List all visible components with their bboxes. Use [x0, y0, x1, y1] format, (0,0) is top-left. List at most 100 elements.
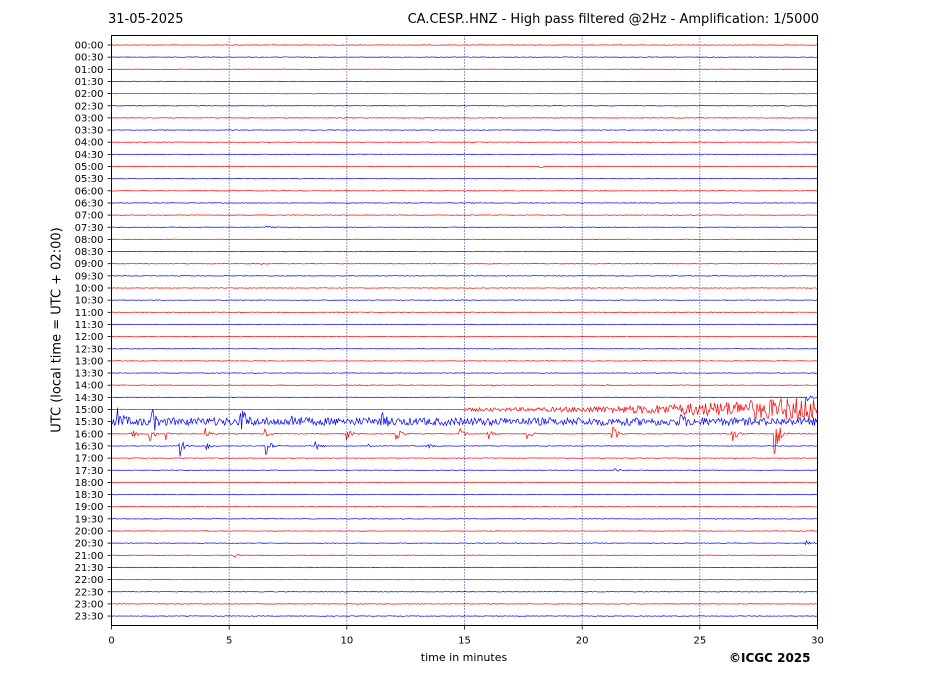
y-tick-label: 11:00	[75, 308, 104, 319]
trace-1500	[111, 397, 818, 421]
trace-1600	[111, 426, 818, 455]
trace-0030	[111, 56, 818, 58]
date-label: 31-05-2025	[108, 12, 184, 27]
trace-0630	[111, 202, 818, 204]
y-tick-label: 18:30	[75, 490, 104, 501]
y-axis-title: UTC (local time = UTC + 02:00)	[49, 227, 65, 433]
trace-0600	[111, 190, 818, 192]
y-tick-label: 04:30	[75, 150, 104, 161]
trace-1230	[111, 348, 818, 350]
y-tick-label: 13:30	[75, 369, 104, 380]
trace-1430	[111, 395, 818, 402]
trace-1300	[111, 360, 818, 362]
y-tick-label: 10:00	[75, 284, 104, 295]
trace-1630	[111, 440, 818, 457]
y-tick-label: 23:00	[75, 599, 104, 610]
y-tick-label: 06:00	[75, 186, 104, 197]
y-tick-label: 06:30	[75, 198, 104, 209]
y-tick-label: 13:00	[75, 356, 104, 367]
trace-1400	[111, 384, 818, 387]
trace-1030	[111, 299, 818, 301]
y-tick-label: 19:00	[75, 502, 104, 513]
y-tick-label: 19:30	[75, 514, 104, 525]
trace-1930	[111, 518, 818, 520]
y-tick-label: 08:00	[75, 235, 104, 246]
grid-lines	[228, 35, 701, 626]
trace-0430	[111, 153, 818, 156]
trace-lines	[111, 44, 818, 617]
copyright-label: ©ICGC 2025	[729, 651, 811, 665]
y-tick-label: 22:30	[75, 587, 104, 598]
y-tick-label: 05:00	[75, 162, 104, 173]
y-tick-label: 22:00	[75, 575, 104, 586]
y-tick-label: 11:30	[75, 320, 104, 331]
trace-1330	[111, 372, 818, 374]
trace-0130	[111, 80, 818, 83]
x-tick-label: 0	[108, 636, 114, 647]
trace-1130	[111, 323, 818, 326]
y-tick-label: 00:00	[75, 41, 104, 52]
trace-1000	[111, 287, 818, 289]
y-tick-label: 09:00	[75, 259, 104, 270]
trace-1730	[111, 468, 818, 472]
trace-2130	[111, 566, 818, 569]
y-tick-label: 15:30	[75, 417, 104, 428]
x-axis-title: time in minutes	[420, 651, 508, 664]
trace-0100	[111, 68, 818, 70]
trace-2330	[111, 615, 818, 617]
trace-1100	[111, 311, 818, 313]
trace-0300	[111, 117, 818, 119]
y-tick-label: 20:00	[75, 527, 104, 538]
y-tick-label: 10:30	[75, 296, 104, 307]
y-tick-label: 08:30	[75, 247, 104, 258]
trace-1900	[111, 505, 818, 508]
y-tick-label: 00:30	[75, 53, 104, 64]
y-tick-label: 16:30	[75, 441, 104, 452]
x-tick-label: 20	[576, 636, 589, 647]
y-tick-label: 17:30	[75, 466, 104, 477]
y-tick-label: 20:30	[75, 539, 104, 550]
trace-0700	[111, 214, 818, 216]
trace-0000	[111, 44, 818, 46]
y-tick-label: 21:00	[75, 551, 104, 562]
trace-2230	[111, 591, 818, 593]
trace-0830	[111, 250, 818, 253]
y-tick-label: 14:30	[75, 393, 104, 404]
y-tick-label: 23:30	[75, 612, 104, 623]
y-tick-label: 02:00	[75, 89, 104, 100]
x-tick-label: 15	[458, 636, 471, 647]
x-tick-label: 30	[811, 636, 824, 647]
y-tick-label: 16:00	[75, 429, 104, 440]
trace-0900	[111, 262, 818, 265]
x-tick-label: 10	[340, 636, 353, 647]
trace-0200	[111, 92, 818, 95]
x-axis-ticks: 0 5 10 15 20 25 30	[108, 625, 824, 647]
trace-2200	[111, 578, 818, 581]
y-tick-label: 07:00	[75, 211, 104, 222]
trace-0500	[111, 165, 818, 168]
trace-0730	[111, 225, 818, 229]
y-tick-label: 05:30	[75, 174, 104, 185]
trace-0530	[111, 177, 818, 180]
trace-0930	[111, 275, 818, 277]
trace-0400	[111, 141, 818, 143]
y-tick-label: 09:30	[75, 271, 104, 282]
y-tick-label: 04:00	[75, 138, 104, 149]
y-tick-label: 01:30	[75, 77, 104, 88]
y-tick-label: 03:30	[75, 126, 104, 137]
trace-1700	[111, 457, 818, 459]
x-tick-label: 25	[693, 636, 706, 647]
trace-0230	[111, 105, 818, 107]
x-tick-label: 5	[226, 636, 232, 647]
y-tick-label: 07:30	[75, 223, 104, 234]
y-tick-label: 21:30	[75, 563, 104, 574]
trace-2030	[111, 540, 818, 546]
trace-1830	[111, 493, 818, 496]
trace-2300	[111, 603, 818, 605]
chart-title: CA.CESP..HNZ - High pass filtered @2Hz -…	[407, 12, 819, 27]
trace-2100	[111, 554, 818, 558]
y-tick-label: 18:00	[75, 478, 104, 489]
y-tick-label: 14:00	[75, 381, 104, 392]
